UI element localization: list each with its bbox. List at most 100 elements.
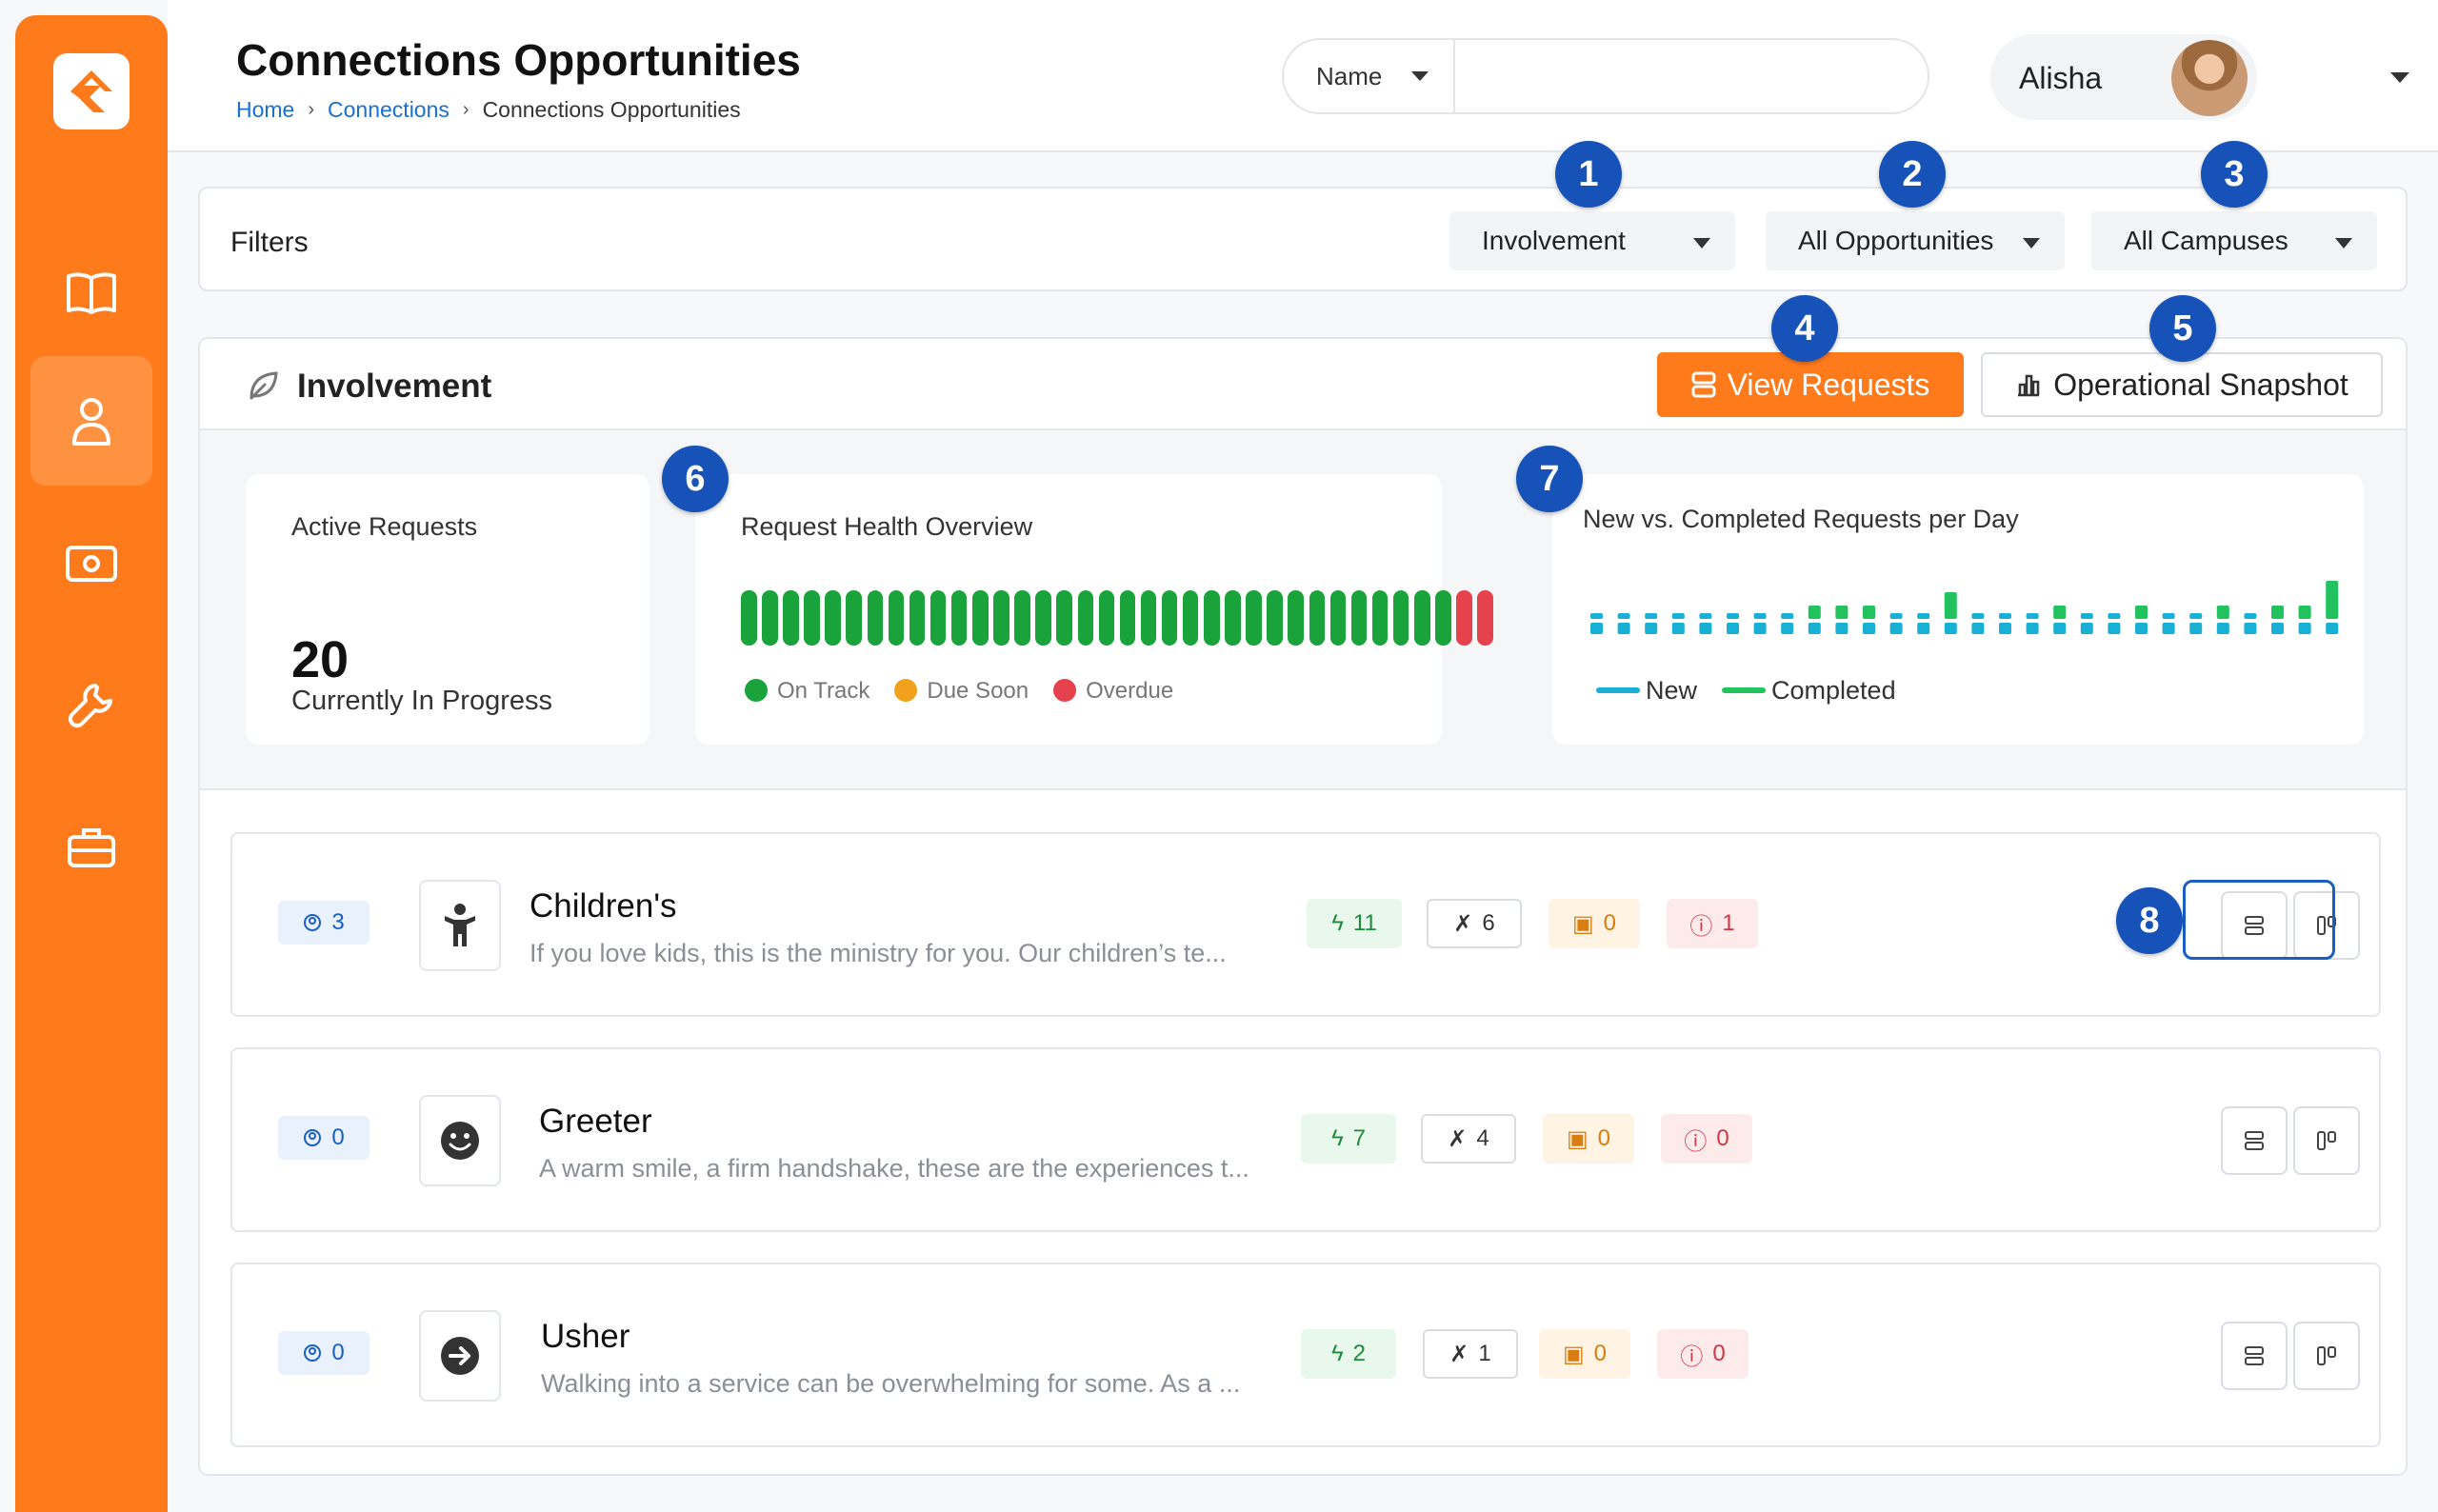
legend-due-soon-label: Due Soon xyxy=(927,678,1029,704)
list-icon xyxy=(2245,1131,2264,1150)
health-bar-on-track xyxy=(1161,590,1178,646)
search-input[interactable] xyxy=(1457,40,1899,112)
breadcrumb-home[interactable]: Home xyxy=(236,97,295,122)
due-soon-pill: ▣ 0 xyxy=(1539,1329,1630,1379)
request-health-title: Request Health Overview xyxy=(741,512,1033,541)
trend-bar-new xyxy=(1835,623,1848,634)
health-bar-on-track xyxy=(1329,590,1347,646)
legend-overdue: Overdue xyxy=(1053,678,1173,705)
unassigned-pill: ✗ 6 xyxy=(1427,899,1522,948)
active-count: 2 xyxy=(1352,1341,1367,1366)
marker-8: 8 xyxy=(2116,887,2183,954)
nav-book-icon[interactable] xyxy=(30,229,152,358)
requester-count: 0 xyxy=(331,1124,345,1150)
trend-bar-new xyxy=(2298,623,2311,634)
trend-bar-new xyxy=(2271,623,2284,634)
user-circle-icon xyxy=(304,914,322,931)
health-bar-on-track xyxy=(909,590,926,646)
health-bar-on-track xyxy=(867,590,884,646)
view-requests-button[interactable]: View Requests xyxy=(1657,352,1964,417)
trend-bar-new xyxy=(2162,623,2175,634)
filters-card: Filters Involvement All Opportunities Al… xyxy=(198,187,2408,291)
health-bar-overdue xyxy=(1477,590,1493,646)
trend-bar-completed xyxy=(1727,613,1739,619)
health-bar-on-track xyxy=(1288,590,1304,646)
board-view-button[interactable] xyxy=(2293,1322,2360,1390)
caret-down-icon xyxy=(1693,238,1710,249)
trend-bar-new xyxy=(2026,623,2039,634)
row-title[interactable]: Usher xyxy=(541,1318,630,1355)
user-caret-icon[interactable] xyxy=(2390,72,2409,83)
operational-snapshot-label: Operational Snapshot xyxy=(2053,367,2348,402)
operational-snapshot-button[interactable]: Operational Snapshot xyxy=(1981,352,2383,417)
health-bars xyxy=(741,590,1493,646)
trend-bar-completed xyxy=(2162,613,2175,619)
panel-header: Involvement View Requests Operational Sn… xyxy=(200,339,2406,430)
calendar-icon: ▣ xyxy=(1571,910,1594,937)
caret-down-icon xyxy=(2335,238,2352,249)
marker-5: 5 xyxy=(2149,295,2216,362)
leaf-icon xyxy=(250,371,278,400)
active-requests-sub: Currently In Progress xyxy=(291,686,552,716)
calendar-icon: ▣ xyxy=(1566,1125,1589,1152)
trend-card: New vs. Completed Requests per Day New C… xyxy=(1552,474,2364,745)
marker-1: 1 xyxy=(1555,141,1622,208)
trend-bar-completed xyxy=(1671,613,1685,619)
trend-bar-new xyxy=(2189,623,2203,634)
list-item[interactable]: 3 Children's If you love kids, this is t… xyxy=(230,832,2381,1017)
bar-chart-icon xyxy=(2018,374,2040,397)
health-bar-on-track xyxy=(1309,590,1326,646)
alert-circle-icon: ⓘ xyxy=(1680,1343,1704,1370)
marker-2: 2 xyxy=(1879,141,1946,208)
health-bar-on-track xyxy=(1246,590,1262,646)
row-title[interactable]: Greeter xyxy=(539,1103,652,1140)
user-menu[interactable]: Alisha xyxy=(1990,34,2257,120)
nav-briefcase-icon[interactable] xyxy=(30,783,152,912)
row-title[interactable]: Children's xyxy=(530,887,677,925)
list-item[interactable]: 0 Usher Walking into a service can be ov… xyxy=(230,1263,2381,1447)
active-count: 7 xyxy=(1352,1125,1367,1151)
nav-person-icon[interactable] xyxy=(30,356,152,486)
list-view-button[interactable] xyxy=(2221,1106,2288,1175)
legend-on-track: On Track xyxy=(745,678,869,705)
health-bar-on-track xyxy=(929,590,947,646)
health-bar-on-track xyxy=(762,590,778,646)
trend-chart xyxy=(1590,581,2339,634)
top-bar: Connections Opportunities Home › Connect… xyxy=(168,0,2438,152)
list-icon xyxy=(1691,371,1716,398)
bolt-icon: ϟ xyxy=(1331,910,1344,936)
health-bar-on-track xyxy=(1014,590,1030,646)
list-view-button[interactable] xyxy=(2221,1322,2288,1390)
unassigned-pill: ✗ 1 xyxy=(1423,1329,1518,1379)
list-item[interactable]: 0 Greeter A warm smile, a firm handshake… xyxy=(230,1047,2381,1232)
involvement-filter[interactable]: Involvement xyxy=(1449,211,1735,270)
breadcrumb-separator-icon: › xyxy=(308,99,315,120)
opportunities-filter[interactable]: All Opportunities xyxy=(1766,211,2065,270)
legend-completed-label: Completed xyxy=(1771,676,1896,705)
orange-dot-icon xyxy=(894,679,918,702)
breadcrumb-connections[interactable]: Connections xyxy=(328,97,450,122)
trend-bar-completed xyxy=(1944,592,1957,619)
avatar xyxy=(2171,40,2248,116)
nav-money-icon[interactable] xyxy=(30,499,152,628)
trend-bar-new xyxy=(1727,623,1739,634)
board-view-button[interactable] xyxy=(2293,1106,2360,1175)
active-requests-value: 20 xyxy=(291,631,350,688)
health-bar-on-track xyxy=(1392,590,1409,646)
trend-bar-new xyxy=(2216,623,2229,634)
filters-title: Filters xyxy=(230,227,309,258)
board-view-button[interactable] xyxy=(2293,891,2360,960)
health-legend: On Track Due Soon Overdue xyxy=(745,678,1173,705)
legend-new: New xyxy=(1596,676,1697,706)
trend-bar-completed xyxy=(2080,613,2093,619)
marker-7: 7 xyxy=(1516,446,1583,512)
nav-wrench-icon[interactable] xyxy=(30,640,152,769)
trend-bar-new xyxy=(1617,623,1630,634)
logo-icon xyxy=(70,70,112,112)
rock-logo[interactable] xyxy=(53,53,130,129)
list-view-button[interactable] xyxy=(2221,891,2288,960)
health-bar-overdue xyxy=(1456,590,1472,646)
overdue-count: 0 xyxy=(1716,1125,1729,1151)
campuses-filter[interactable]: All Campuses xyxy=(2091,211,2377,270)
search-type-select[interactable]: Name xyxy=(1284,40,1455,112)
